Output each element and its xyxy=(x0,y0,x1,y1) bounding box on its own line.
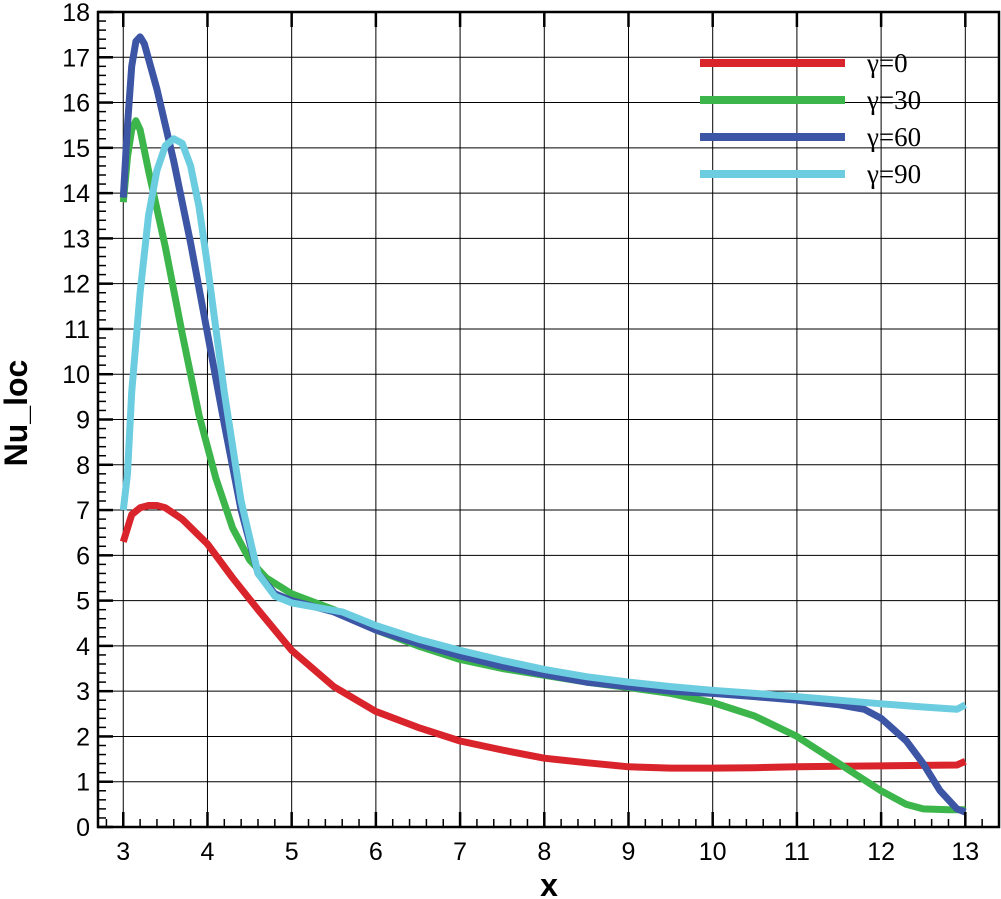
y-tick-label: 14 xyxy=(62,180,90,208)
y-tick-label: 5 xyxy=(76,588,90,616)
x-tick-label: 9 xyxy=(622,838,636,866)
x-tick-label: 13 xyxy=(951,838,979,866)
legend-label-0: γ=0 xyxy=(866,48,908,78)
x-tick-label: 7 xyxy=(453,838,467,866)
x-tick-label: 10 xyxy=(699,838,727,866)
series-line-0 xyxy=(119,502,967,772)
y-tick-label: 18 xyxy=(62,0,90,27)
legend-label-2: γ=60 xyxy=(866,122,921,152)
y-axis-label: Nu_loc xyxy=(0,360,34,467)
y-tick-label: 16 xyxy=(62,90,90,118)
x-tick-label: 12 xyxy=(867,838,895,866)
y-tick-label: 9 xyxy=(76,407,90,435)
y-tick-label: 15 xyxy=(62,135,90,163)
legend-label-1: γ=30 xyxy=(866,85,921,115)
x-tick-label: 5 xyxy=(285,838,299,866)
y-tick-label: 7 xyxy=(76,497,90,525)
legend: γ=0 γ=30 γ=60 γ=90 xyxy=(700,48,921,189)
y-tick-label: 1 xyxy=(76,769,90,797)
plot-frame xyxy=(96,10,1001,829)
y-tick-label: 8 xyxy=(76,452,90,480)
x-tick-label: 4 xyxy=(201,838,215,866)
x-axis-label: x xyxy=(540,867,558,899)
y-tick-label: 10 xyxy=(62,361,90,389)
legend-label-3: γ=90 xyxy=(866,159,921,189)
y-tick-label: 3 xyxy=(76,678,90,706)
x-tick-label: 11 xyxy=(784,838,810,866)
series-line-2 xyxy=(119,33,967,816)
y-tick-label: 17 xyxy=(62,44,90,72)
y-tick-label: 11 xyxy=(64,316,90,344)
series-lines xyxy=(119,33,967,816)
y-tick-label: 4 xyxy=(76,633,90,661)
y-tick-label: 12 xyxy=(62,271,90,299)
x-tick-label: 8 xyxy=(537,838,551,866)
x-tick-label: 6 xyxy=(369,838,383,866)
y-tick-label: 0 xyxy=(76,814,90,842)
y-tick-label: 2 xyxy=(76,723,90,751)
tick-labels: 3 4 5 6 7 8 9 10 11 12 130123456789101112131415161… xyxy=(62,0,979,866)
y-tick-label: 6 xyxy=(76,542,90,570)
y-tick-label: 13 xyxy=(62,225,90,253)
axes xyxy=(96,10,1001,829)
x-tick-label: 3 xyxy=(116,838,130,866)
series-line-3 xyxy=(119,135,967,713)
